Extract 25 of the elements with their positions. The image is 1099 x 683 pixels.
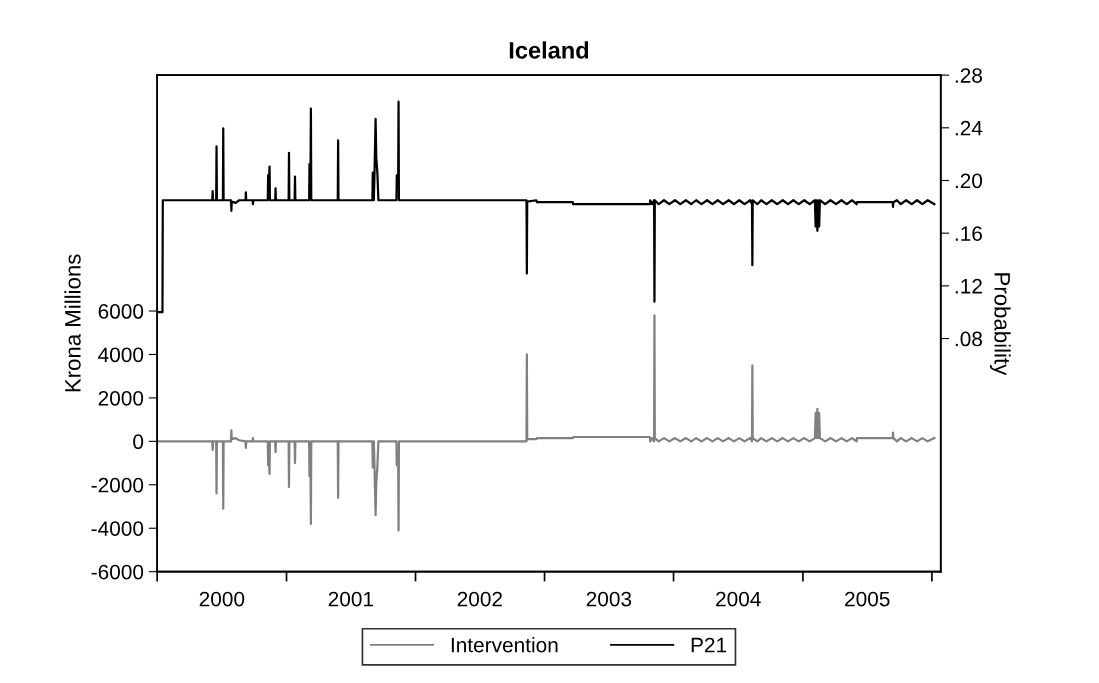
y-tick-label: 6000	[98, 304, 144, 319]
x-tick-label: 2000	[199, 591, 245, 607]
y-axis-title: Krona Millions	[64, 254, 81, 392]
y2-tick-label: .16	[955, 226, 982, 241]
y-tick-label: -2000	[91, 477, 144, 493]
y2-tick-label: .28	[955, 68, 982, 83]
x-tick-label: 2003	[586, 591, 632, 607]
x-tick-label: 2004	[716, 591, 761, 607]
x-tick-label: 2002	[457, 591, 502, 607]
y-tick-label: -6000	[91, 564, 144, 580]
legend-label: P21	[691, 637, 727, 653]
y2-tick-label: .08	[955, 331, 982, 347]
y-tick-label: 2000	[98, 390, 144, 406]
y2-tick-label: .20	[955, 173, 983, 189]
y2-axis-title: Probability	[989, 273, 1011, 376]
y2-tick-label: .12	[955, 278, 982, 294]
chart-title: Iceland	[509, 41, 589, 59]
legend-label: Intervention	[451, 637, 558, 653]
x-tick-label: 2005	[845, 591, 890, 607]
y-tick-label: 0	[133, 434, 144, 450]
line-series	[157, 314, 936, 532]
y2-tick-label: .24	[955, 120, 983, 136]
x-tick-label: 2001	[328, 591, 373, 607]
y-tick-label: -4000	[91, 521, 144, 536]
y-tick-label: 4000	[98, 347, 144, 363]
